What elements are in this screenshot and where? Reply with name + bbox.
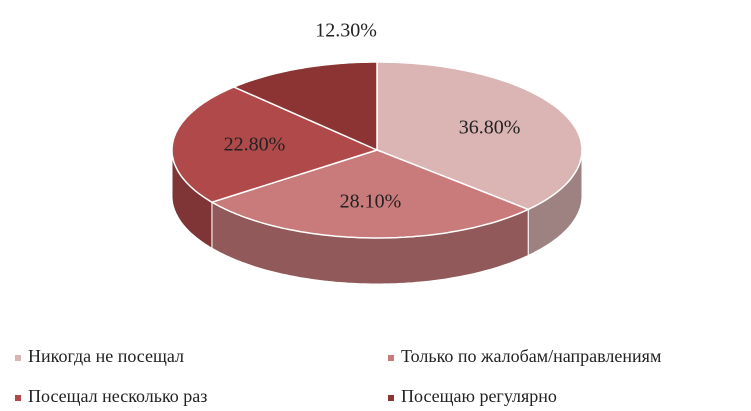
legend-swatch [15,355,21,361]
legend-swatch [388,355,394,361]
pie-slice [210,149,531,239]
data-label: 36.80% [459,116,521,138]
data-label: 28.10% [340,190,402,212]
legend-label: Посещаю регулярно [401,386,557,406]
legend-swatch [388,395,394,401]
data-label: 22.80% [224,133,286,155]
data-label: 12.30% [315,19,377,41]
legend-label: Только по жалобам/направлениям [401,346,661,366]
legend-swatch [15,395,21,401]
pie-slice [376,61,583,211]
pie-slice [231,61,378,152]
pie-slice [171,86,380,204]
legend-label: Никогда не посещал [28,346,184,366]
legend-label: Посещал несколько раз [28,386,207,406]
